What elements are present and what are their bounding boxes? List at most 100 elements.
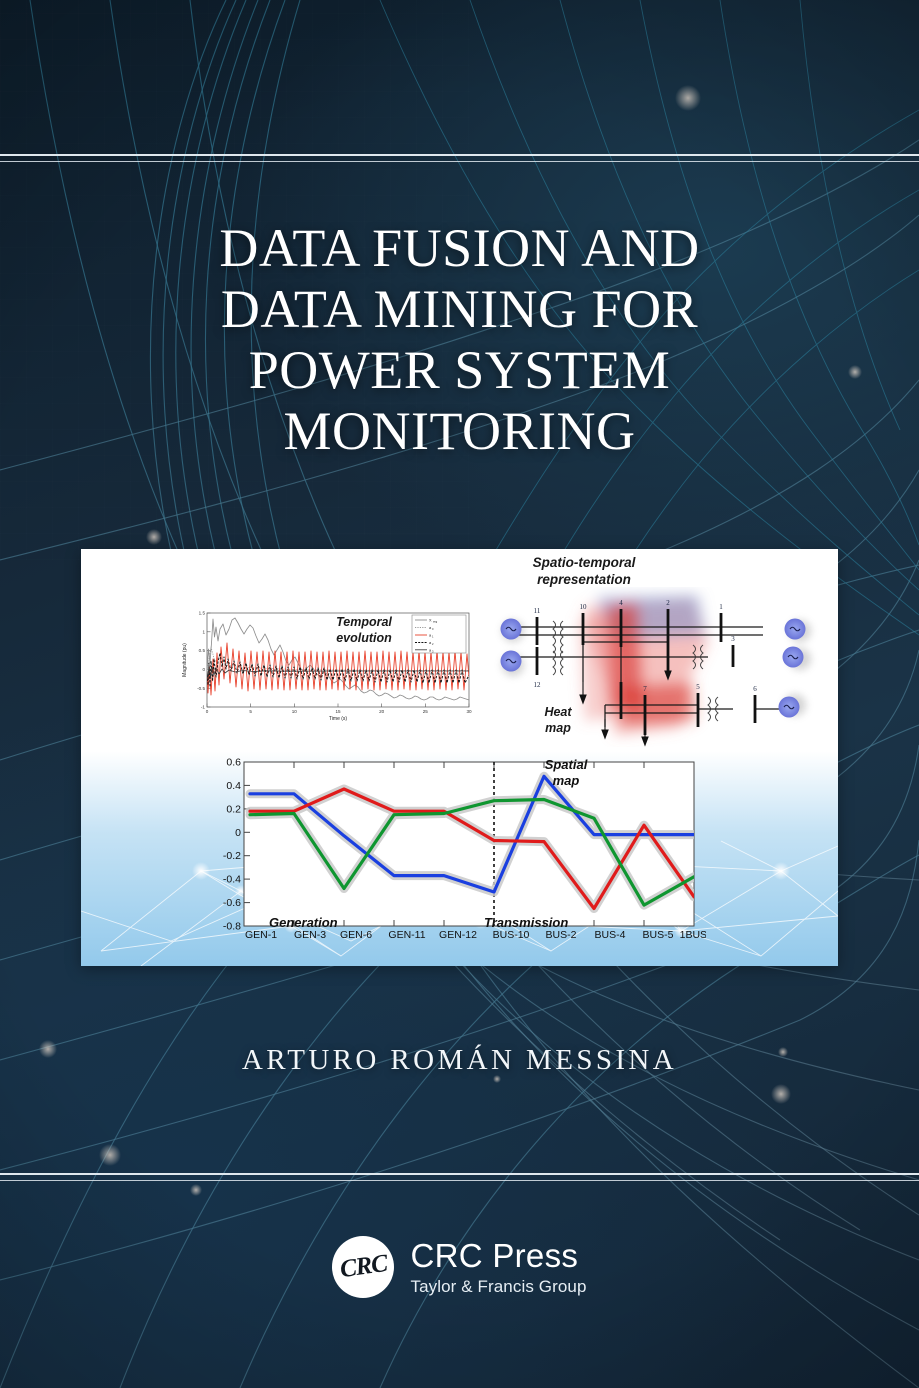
bus-label-10: 10	[580, 603, 588, 611]
svg-text:-1: -1	[201, 705, 206, 710]
svg-text:5: 5	[249, 709, 252, 714]
power-network-heatmap-diagram: 11 10 4 2 1 3 12 7 5 6	[500, 595, 811, 747]
bokeh-dot	[99, 1144, 121, 1166]
svg-text:BUS-4: BUS-4	[595, 929, 626, 941]
publisher-logo: CRC CRC Press Taylor & Francis Group	[0, 1236, 919, 1298]
spatial-map-label: Spatial map	[511, 757, 621, 789]
heat-label-line-1: Heat	[544, 705, 572, 719]
svg-text:15: 15	[335, 709, 341, 714]
svg-text:0.2: 0.2	[226, 803, 241, 815]
svg-text:a: a	[429, 648, 432, 652]
svg-text:a: a	[429, 634, 432, 638]
svg-text:GEN-12: GEN-12	[439, 929, 477, 941]
svg-text:1: 1	[432, 635, 434, 639]
svg-text:0: 0	[235, 827, 241, 839]
svg-text:0: 0	[432, 627, 434, 631]
bus-label-7: 7	[643, 685, 647, 693]
bus-label-6: 6	[753, 685, 757, 693]
spatial-map-chart: 0.6 0.4 0.2 0 -0.2 -0.4 -0.6 -0.8 GEN-1 GEN-…	[223, 757, 706, 942]
figure-heading: Spatio-temporal representation	[469, 554, 699, 588]
svg-text:3: 3	[432, 649, 434, 653]
spatial-label-line-1: Spatial	[544, 757, 588, 772]
bus-label-1: 1	[719, 603, 723, 611]
bokeh-dot	[848, 365, 862, 379]
temporal-legend: X avg a 0 a 1 a 2 a 3	[411, 614, 467, 654]
bokeh-dot	[493, 1075, 501, 1083]
bokeh-dot	[778, 1047, 788, 1057]
svg-text:-0.4: -0.4	[223, 874, 241, 886]
bus-label-5: 5	[696, 683, 700, 691]
svg-text:-0.5: -0.5	[197, 686, 205, 691]
svg-text:a: a	[429, 641, 432, 645]
publisher-name: CRC Press	[410, 1237, 579, 1274]
svg-text:BUS-2: BUS-2	[546, 929, 577, 941]
bus-label-4: 4	[619, 599, 623, 607]
heat-map-label: Heat map	[528, 704, 588, 736]
heat-label-line-2: map	[545, 721, 571, 735]
svg-text:2: 2	[432, 642, 434, 646]
svg-text:a: a	[429, 626, 432, 630]
svg-text:0: 0	[206, 709, 209, 714]
cover-figure: Spatio-temporal representation 1.5 1 0.5 0…	[81, 549, 838, 966]
temporal-evolution-label: Temporal evolution	[299, 614, 429, 646]
temporal-label-line-2: evolution	[336, 631, 392, 645]
publisher-text: CRC Press Taylor & Francis Group	[410, 1239, 586, 1295]
bus-label-3: 3	[731, 635, 735, 643]
svg-text:25: 25	[423, 709, 429, 714]
bokeh-dot	[39, 1040, 57, 1058]
svg-text:BUS-10: BUS-10	[493, 929, 530, 941]
temporal-ylabel: Magnitude (pu)	[182, 643, 188, 677]
bus-label-2: 2	[666, 599, 670, 607]
bokeh-dot	[675, 85, 701, 111]
title-line-2: DATA MINING FOR	[220, 279, 699, 339]
bus-label-11: 11	[534, 607, 541, 615]
svg-text:30: 30	[466, 709, 472, 714]
bottom-rule-lower	[0, 1180, 919, 1181]
book-title: DATA FUSION AND DATA MINING FOR POWER SY…	[0, 218, 919, 462]
top-rule-upper	[0, 154, 919, 156]
svg-text:20: 20	[379, 709, 385, 714]
bus-label-12: 12	[534, 681, 542, 689]
bokeh-dot	[146, 529, 162, 545]
svg-text:1BUS-7: 1BUS-7	[680, 929, 706, 941]
temporal-xlabel: Time (s)	[329, 716, 347, 722]
bottom-rule-upper	[0, 1173, 919, 1175]
title-line-1: DATA FUSION AND	[219, 218, 700, 278]
figure-heading-line-2: representation	[537, 572, 631, 587]
book-author: ARTURO ROMÁN MESSINA	[241, 1044, 678, 1076]
publisher-subtitle: Taylor & Francis Group	[410, 1277, 587, 1296]
spatial-x-tick-labels: GEN-1 GEN-3 GEN-6 GEN-11 GEN-12 BUS-10 B…	[245, 929, 706, 941]
spatial-series-green	[248, 797, 694, 907]
svg-text:0.6: 0.6	[226, 757, 241, 769]
crc-circle-mark: CRC	[332, 1236, 395, 1298]
svg-text:0.4: 0.4	[226, 780, 241, 792]
temporal-label-line-1: Temporal	[336, 615, 392, 629]
bokeh-dot	[190, 1184, 202, 1196]
heatmap-overlay	[579, 595, 708, 735]
svg-text:-0.8: -0.8	[223, 921, 241, 933]
svg-text:GEN-3: GEN-3	[294, 929, 326, 941]
svg-text:GEN-11: GEN-11	[388, 929, 425, 941]
generation-region-label: Generation	[269, 915, 338, 930]
crc-monogram: CRC	[338, 1249, 389, 1284]
svg-text:1: 1	[202, 629, 205, 634]
top-rule-lower	[0, 161, 919, 162]
svg-text:1.5: 1.5	[199, 611, 206, 616]
svg-text:10: 10	[292, 709, 298, 714]
svg-text:GEN-1: GEN-1	[245, 929, 277, 941]
title-line-4: MONITORING	[283, 401, 636, 461]
svg-text:0: 0	[202, 667, 205, 672]
svg-text:avg: avg	[433, 621, 438, 624]
svg-text:-0.6: -0.6	[223, 897, 241, 909]
spatial-series-blue	[248, 774, 694, 894]
svg-text:X: X	[429, 619, 432, 623]
svg-text:GEN-6: GEN-6	[340, 929, 372, 941]
svg-text:0.5: 0.5	[199, 648, 206, 653]
spatial-series-red	[248, 787, 694, 911]
title-line-3: POWER SYSTEM	[248, 340, 671, 400]
svg-text:-0.2: -0.2	[223, 850, 241, 862]
spatial-label-line-2: map	[552, 773, 580, 788]
figure-heading-line-1: Spatio-temporal	[532, 555, 636, 570]
